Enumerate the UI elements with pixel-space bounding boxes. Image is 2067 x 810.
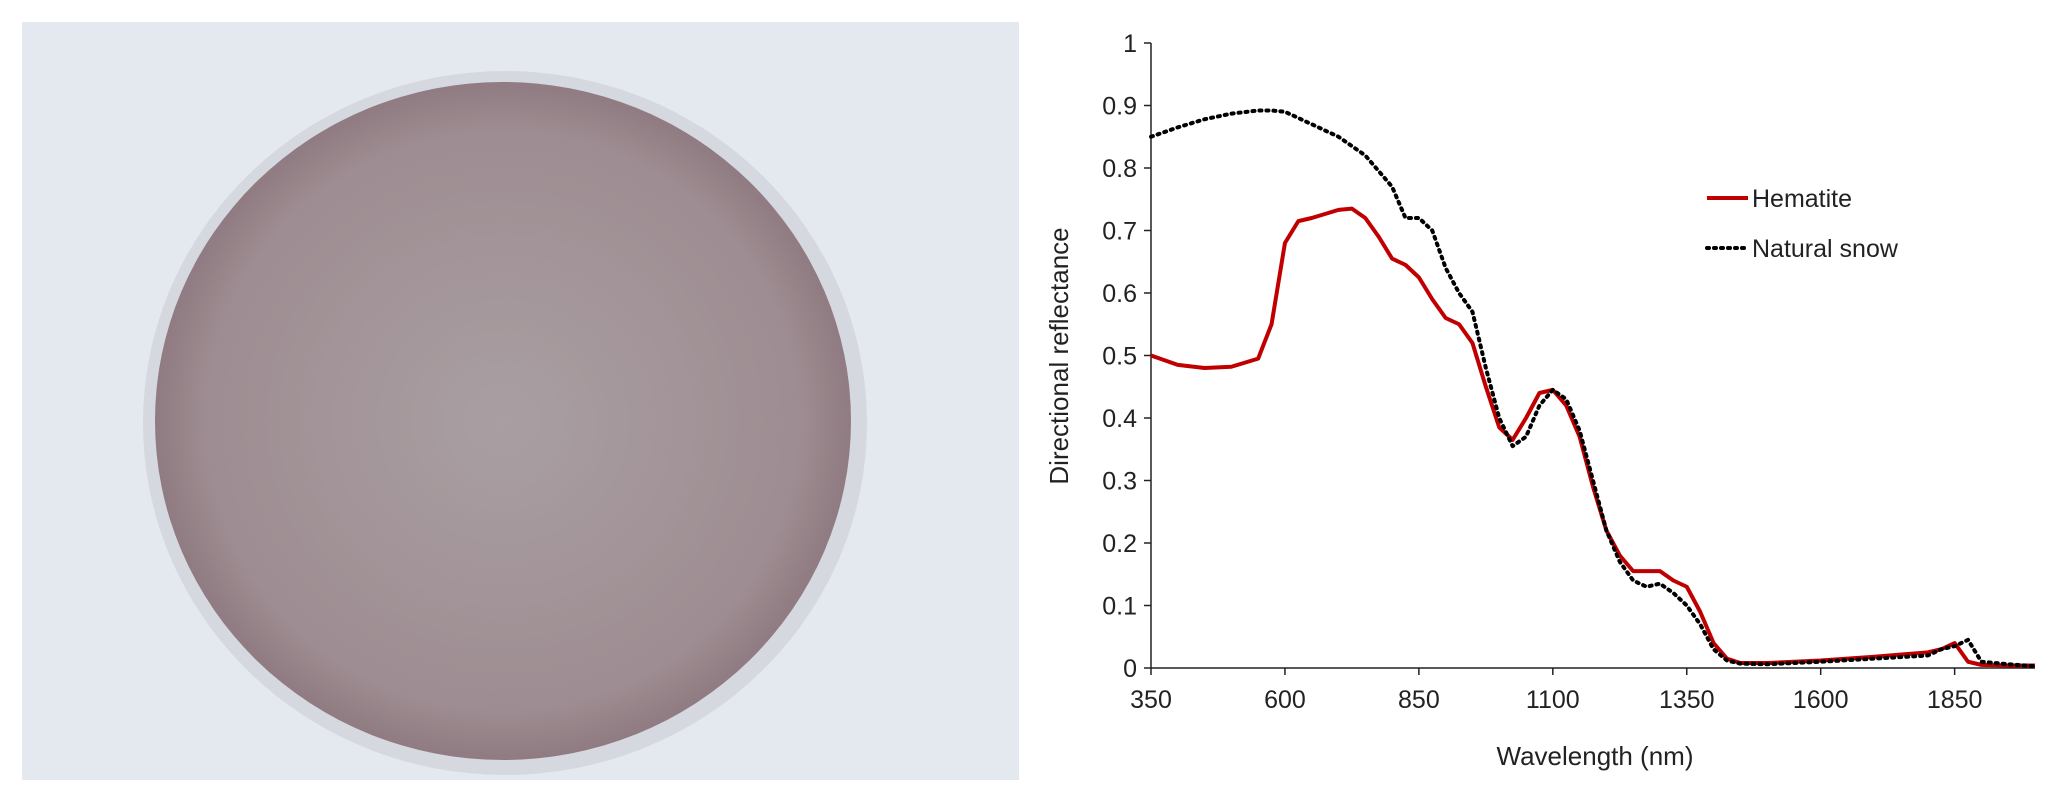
y-tick-label: 0.3 <box>1102 468 1137 496</box>
y-tick-label: 0.5 <box>1102 343 1137 371</box>
x-tick-label: 850 <box>1398 686 1440 714</box>
x-tick-label: 1350 <box>1659 686 1715 714</box>
y-tick-label: 0.8 <box>1102 155 1137 183</box>
chart: Wavelength (nm) Directional reflectance … <box>1044 30 2037 771</box>
y-tick-label: 0.6 <box>1102 280 1137 308</box>
y-axis-label: Directional reflectance <box>1044 227 1074 484</box>
x-axis-label: Wavelength (nm) <box>1497 741 1694 771</box>
y-tick-label: 0.7 <box>1102 218 1137 246</box>
y-tick-label: 1 <box>1123 30 1137 58</box>
data-line <box>1149 108 2037 669</box>
x-tick-label: 1600 <box>1793 686 1849 714</box>
y-tick-label: 0.4 <box>1102 405 1137 433</box>
photo <box>22 22 1019 780</box>
x-tick-label: 600 <box>1264 686 1306 714</box>
y-tick-label: 0.1 <box>1102 593 1137 621</box>
y-tick-label: 0.9 <box>1102 93 1137 121</box>
y-tick-label: 0.2 <box>1102 530 1137 558</box>
x-tick-label: 1100 <box>1526 686 1580 714</box>
x-tick-label: 1850 <box>1927 686 1983 714</box>
data-line <box>1150 206 2035 668</box>
legend-label: Natural snow <box>1752 235 1899 263</box>
x-tick-label: 350 <box>1130 686 1172 714</box>
hematite-disc <box>155 82 851 760</box>
legend-label: Hematite <box>1752 185 1852 213</box>
y-tick-label: 0 <box>1123 655 1137 683</box>
